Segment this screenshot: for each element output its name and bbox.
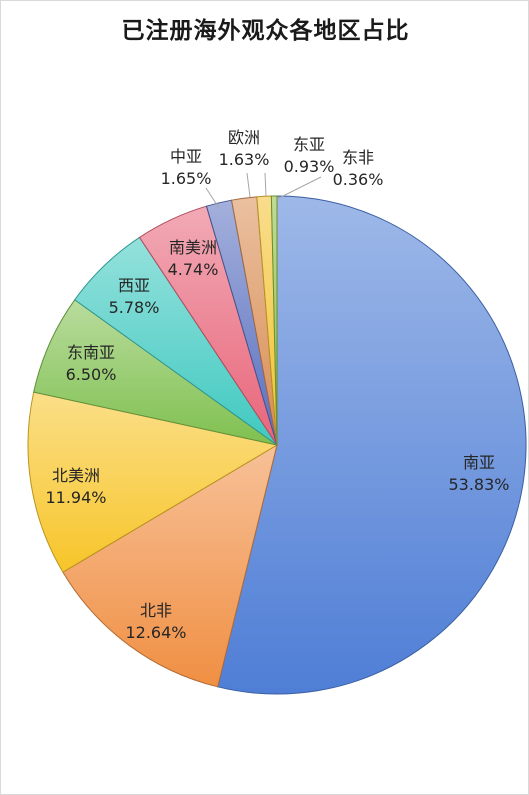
slice-label-value-3: 11.94%: [45, 488, 106, 507]
slice-label-name-3: 北美洲: [52, 466, 100, 485]
slice-label-value-1: 53.83%: [448, 475, 509, 494]
pie-slice-1: [217, 195, 527, 695]
slice-label-value-6: 4.74%: [168, 260, 219, 279]
leader-line-10: [276, 176, 322, 200]
slice-label-name-6: 南美洲: [169, 238, 217, 257]
pie-slice-2: [62, 443, 278, 688]
slice-label-name-2: 北非: [140, 601, 172, 620]
chart-title: 已注册海外观众各地区占比: [121, 17, 410, 44]
slice-label-value-10: 0.36%: [333, 170, 384, 189]
slice-label-name-7: 中亚: [170, 147, 202, 166]
slice-label-name-10: 东非: [342, 148, 374, 167]
leader-line-8: [246, 172, 251, 198]
slice-label-value-9: 0.93%: [284, 157, 335, 176]
slice-label-name-9: 东亚: [293, 135, 325, 154]
leader-line-7: [205, 187, 220, 209]
slice-label-value-4: 6.50%: [66, 365, 117, 384]
slice-label-name-8: 欧洲: [228, 128, 260, 147]
slice-label-name-5: 西亚: [118, 276, 150, 295]
slice-label-value-5: 5.78%: [109, 298, 160, 317]
pie-slice-10: [270, 195, 278, 446]
pie-slice-3: [27, 391, 279, 573]
slice-label-value-2: 12.64%: [125, 623, 186, 642]
leader-line-9: [264, 172, 267, 197]
slice-label-name-1: 南亚: [463, 453, 495, 472]
slice-label-value-7: 1.65%: [161, 169, 212, 188]
slice-label-value-8: 1.63%: [219, 150, 270, 169]
slice-label-name-4: 东南亚: [67, 343, 115, 362]
